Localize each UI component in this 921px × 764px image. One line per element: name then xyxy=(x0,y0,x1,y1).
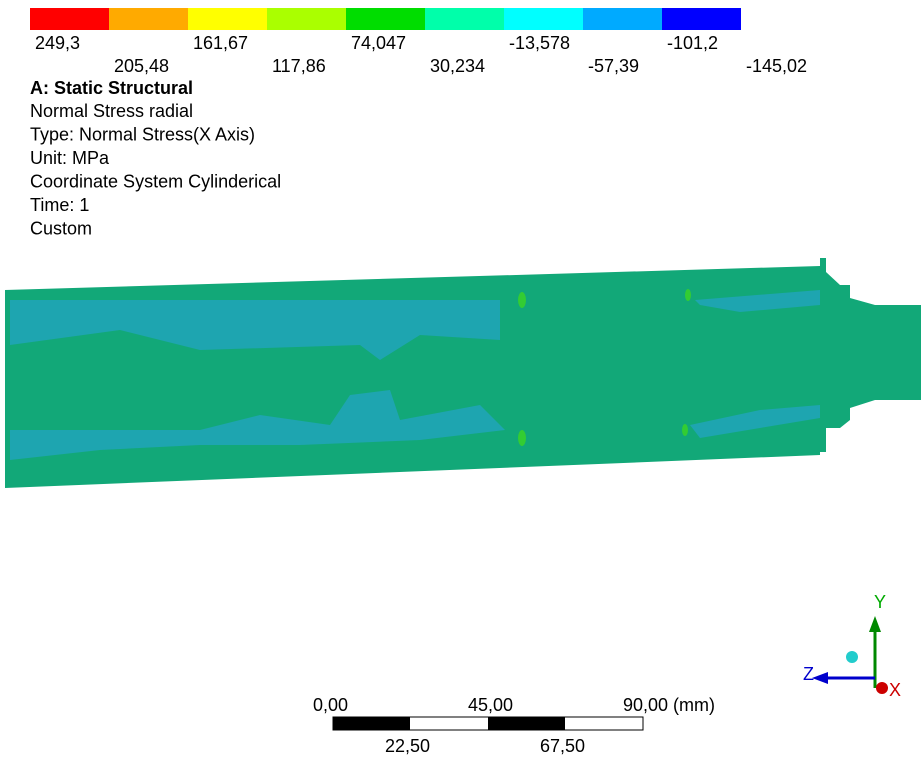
legend-swatch xyxy=(188,8,267,30)
legend-label: 205,48 xyxy=(114,56,169,76)
legend-swatch xyxy=(504,8,583,30)
info-line: Normal Stress radial xyxy=(30,101,193,121)
info-title: A: Static Structural xyxy=(30,78,193,98)
info-line: Time: 1 xyxy=(30,195,89,215)
legend-swatch xyxy=(30,8,109,30)
info: A: Static Structural Normal Stress radia… xyxy=(30,78,281,239)
legend-swatch xyxy=(267,8,346,30)
legend-label: -13,578 xyxy=(509,33,570,53)
legend-label: 74,047 xyxy=(351,33,406,53)
legend-label: 30,234 xyxy=(430,56,485,76)
info-line: Type: Normal Stress(X Axis) xyxy=(30,125,255,145)
info-line: Unit: MPa xyxy=(30,148,110,168)
info-line: Custom xyxy=(30,219,92,239)
viewport: 249,3 205,48 161,67 117,86 74,047 30,234 -13,5… xyxy=(0,0,921,764)
legend-swatch xyxy=(662,8,741,30)
z-arrow-head xyxy=(812,672,828,684)
triad: Y Z X xyxy=(803,592,901,700)
scale-segment xyxy=(488,717,565,730)
legend-swatch xyxy=(109,8,188,30)
scale-label: 67,50 xyxy=(540,736,585,756)
legend-label: -145,02 xyxy=(746,56,807,76)
legend-label: 117,86 xyxy=(272,56,326,76)
legend-swatch xyxy=(583,8,662,30)
scale-segment xyxy=(333,717,410,730)
triad-z-label: Z xyxy=(803,664,814,684)
scale-label: 0,00 xyxy=(313,695,348,715)
scale-label: 90,00 (mm) xyxy=(623,695,715,715)
legend-swatch xyxy=(346,8,425,30)
legend-swatch xyxy=(425,8,504,30)
legend: 249,3 205,48 161,67 117,86 74,047 30,234 -13,5… xyxy=(30,8,807,76)
legend-label: 161,67 xyxy=(193,33,248,53)
triad-x-label: X xyxy=(889,680,901,700)
triad-y-label: Y xyxy=(874,592,886,612)
scale-label: 22,50 xyxy=(385,736,430,756)
triad-sphere xyxy=(846,651,858,663)
x-axis-dot xyxy=(876,682,888,694)
legend-label: -57,39 xyxy=(588,56,639,76)
scale-bar: 0,00 45,00 90,00 (mm) 22,50 67,50 xyxy=(313,695,715,756)
scale-label: 45,00 xyxy=(468,695,513,715)
model xyxy=(5,258,921,488)
legend-label: 249,3 xyxy=(35,33,80,53)
info-line: Coordinate System Cylinderical xyxy=(30,172,281,192)
legend-label: -101,2 xyxy=(667,33,718,53)
y-arrow-head xyxy=(869,616,881,632)
